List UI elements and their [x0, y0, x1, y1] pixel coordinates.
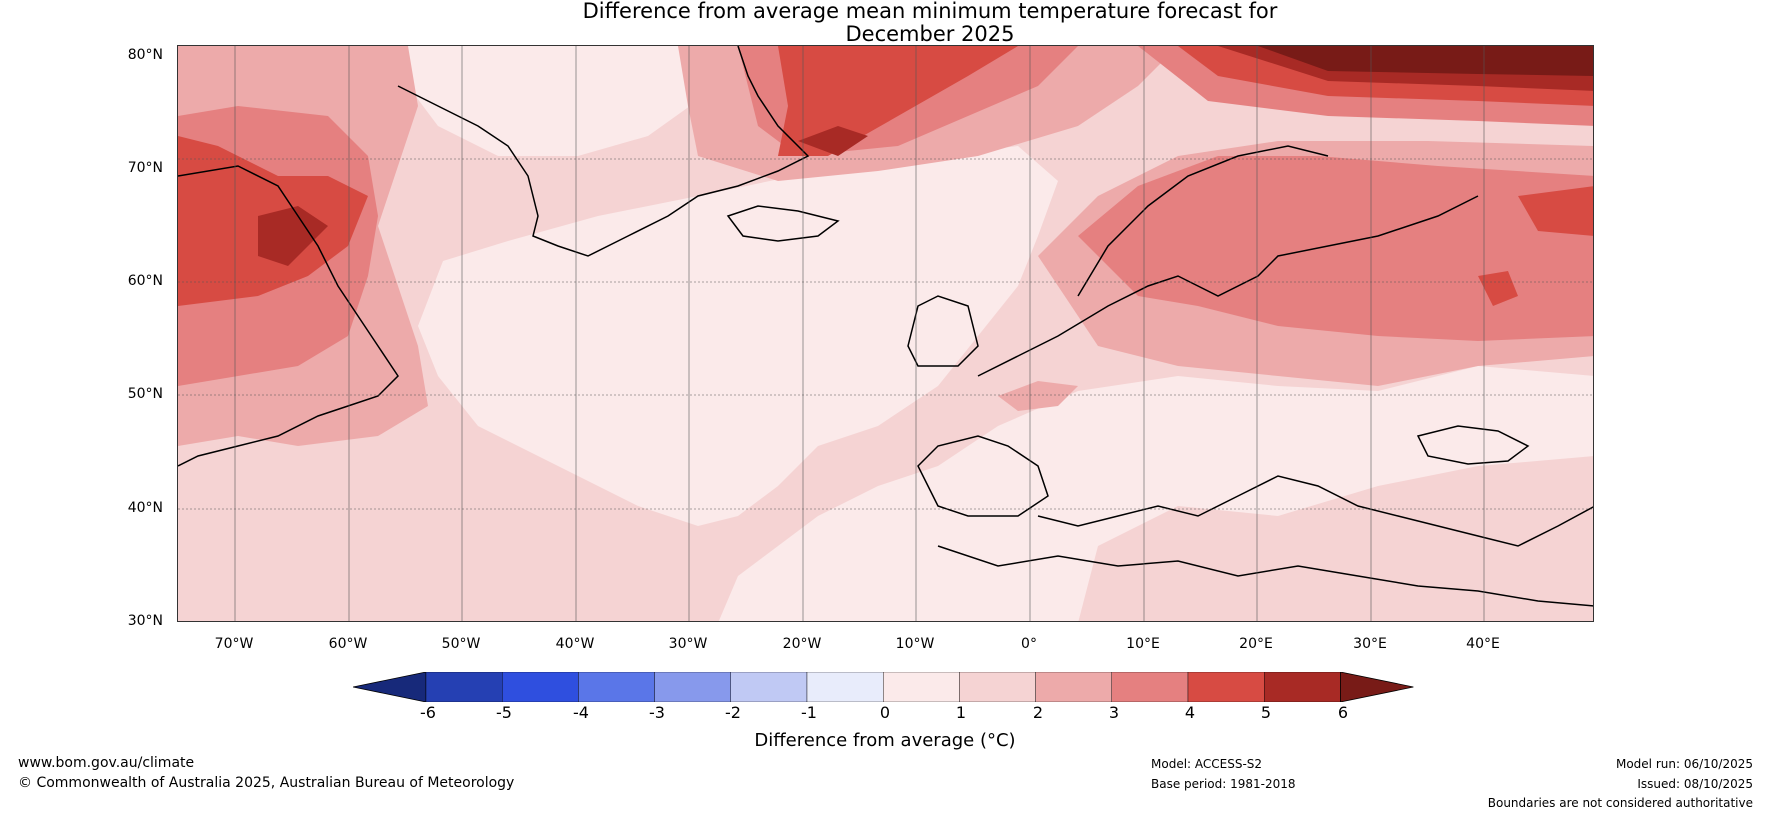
lon-label-0: 0°: [1021, 636, 1037, 652]
anomaly-map: [178, 46, 1593, 621]
coastlines: [178, 46, 1593, 607]
lat-label-40n: 40°N: [127, 500, 163, 516]
colorbar-tick: -6: [420, 703, 436, 722]
lon-label-50w: 50°W: [441, 636, 481, 652]
colorbar-cell: [730, 672, 808, 702]
colorbar: [353, 672, 1414, 702]
anomaly-zone-2-3-alps: [998, 381, 1078, 411]
lat-label-50n: 50°N: [127, 386, 163, 402]
colorbar-cell: [806, 672, 884, 702]
lon-label-10e: 10°E: [1126, 636, 1160, 652]
colorbar-tick: -5: [496, 703, 512, 722]
title-line-1: Difference from average mean minimum tem…: [582, 0, 1278, 23]
lon-label-40e: 40°E: [1466, 636, 1500, 652]
map-title: Difference from average mean minimum tem…: [580, 0, 1280, 46]
anomaly-zone-above-6-barents: [1258, 46, 1593, 76]
north-africa-coast: [937, 545, 1593, 607]
lon-label-70w: 70°W: [214, 636, 254, 652]
colorbar-tick: 3: [1108, 703, 1120, 722]
colorbar-tick: -1: [801, 703, 817, 722]
model-name: Model: ACCESS-S2: [1151, 757, 1263, 771]
mediterranean-coast: [1037, 475, 1593, 547]
labrador-coast: [178, 165, 399, 467]
lat-label-60n: 60°N: [127, 273, 163, 289]
british-isles-coast: [907, 295, 979, 367]
lon-label-40w: 40°W: [555, 636, 595, 652]
colorbar-cell: [654, 672, 732, 702]
colorbar-cell: [501, 672, 579, 702]
graticule: [178, 158, 1593, 510]
colorbar-tick: 0: [879, 703, 891, 722]
colorbar-label: Difference from average (°C): [754, 730, 1016, 751]
colorbar-tick: -2: [725, 703, 741, 722]
lon-label-20w: 20°W: [782, 636, 822, 652]
lat-label-80n: 80°N: [127, 47, 163, 63]
lon-label-10w: 10°W: [895, 636, 935, 652]
lon-label-30w: 30°W: [668, 636, 708, 652]
copyright-text: © Commonwealth of Australia 2025, Austra…: [18, 775, 515, 791]
iberia-coast: [917, 435, 1049, 517]
colorbar-cell: [1111, 672, 1189, 702]
europe-coast: [977, 195, 1479, 377]
graticule-meridians: [234, 46, 1485, 621]
base-period: Base period: 1981-2018: [1151, 777, 1296, 791]
iceland-coast: [726, 205, 840, 242]
lon-label-60w: 60°W: [328, 636, 368, 652]
anomaly-zone-1-2-east: [1078, 456, 1593, 621]
anomaly-zone-0-1-greenland: [398, 46, 718, 156]
anomaly-zone-4-5-russia: [1518, 186, 1593, 236]
website-link[interactable]: www.bom.gov.au/climate: [18, 755, 195, 771]
boundaries-disclaimer: Boundaries are not considered authoritat…: [1487, 796, 1753, 810]
colorbar-cell: [425, 672, 503, 702]
anomaly-zone-5-6-greenland-sea: [798, 126, 868, 156]
norway-coast: [1077, 145, 1329, 297]
colorbar-cell: [578, 672, 655, 702]
lon-label-20e: 20°E: [1239, 636, 1273, 652]
colorbar-cells: [353, 672, 1414, 702]
colorbar-tick: -3: [649, 703, 665, 722]
colorbar-cell: [959, 672, 1036, 702]
model-run-date: Model run: 06/10/2025: [1615, 757, 1753, 771]
colorbar-cell: [1264, 672, 1341, 702]
colorbar-tick: 4: [1184, 703, 1196, 722]
colorbar-cell: [883, 672, 960, 702]
anomaly-zone-5-6-labrador: [258, 206, 328, 266]
lat-label-70n: 70°N: [127, 160, 163, 176]
anomaly-zone-0-1-atlantic: [418, 146, 1058, 526]
issued-date: Issued: 08/10/2025: [1637, 777, 1753, 791]
colorbar-tick: 5: [1260, 703, 1272, 722]
colorbar-tick: 6: [1337, 703, 1349, 722]
colorbar-cell: [1187, 672, 1265, 702]
lat-label-30n: 30°N: [127, 613, 163, 629]
colorbar-cell: [1035, 672, 1112, 702]
greenland-coast: [397, 46, 810, 257]
map-panel: [177, 45, 1594, 622]
colorbar-extend-low: [353, 672, 427, 702]
colorbar-tick: -4: [573, 703, 589, 722]
title-line-2: December 2025: [845, 22, 1015, 46]
lon-label-30e: 30°E: [1353, 636, 1387, 652]
black-sea-coast: [1416, 425, 1530, 465]
colorbar-extend-high: [1340, 672, 1414, 702]
anomaly-zone-4-5-volga: [1478, 271, 1518, 306]
colorbar-tick: 2: [1032, 703, 1044, 722]
colorbar-tick: 1: [955, 703, 967, 722]
